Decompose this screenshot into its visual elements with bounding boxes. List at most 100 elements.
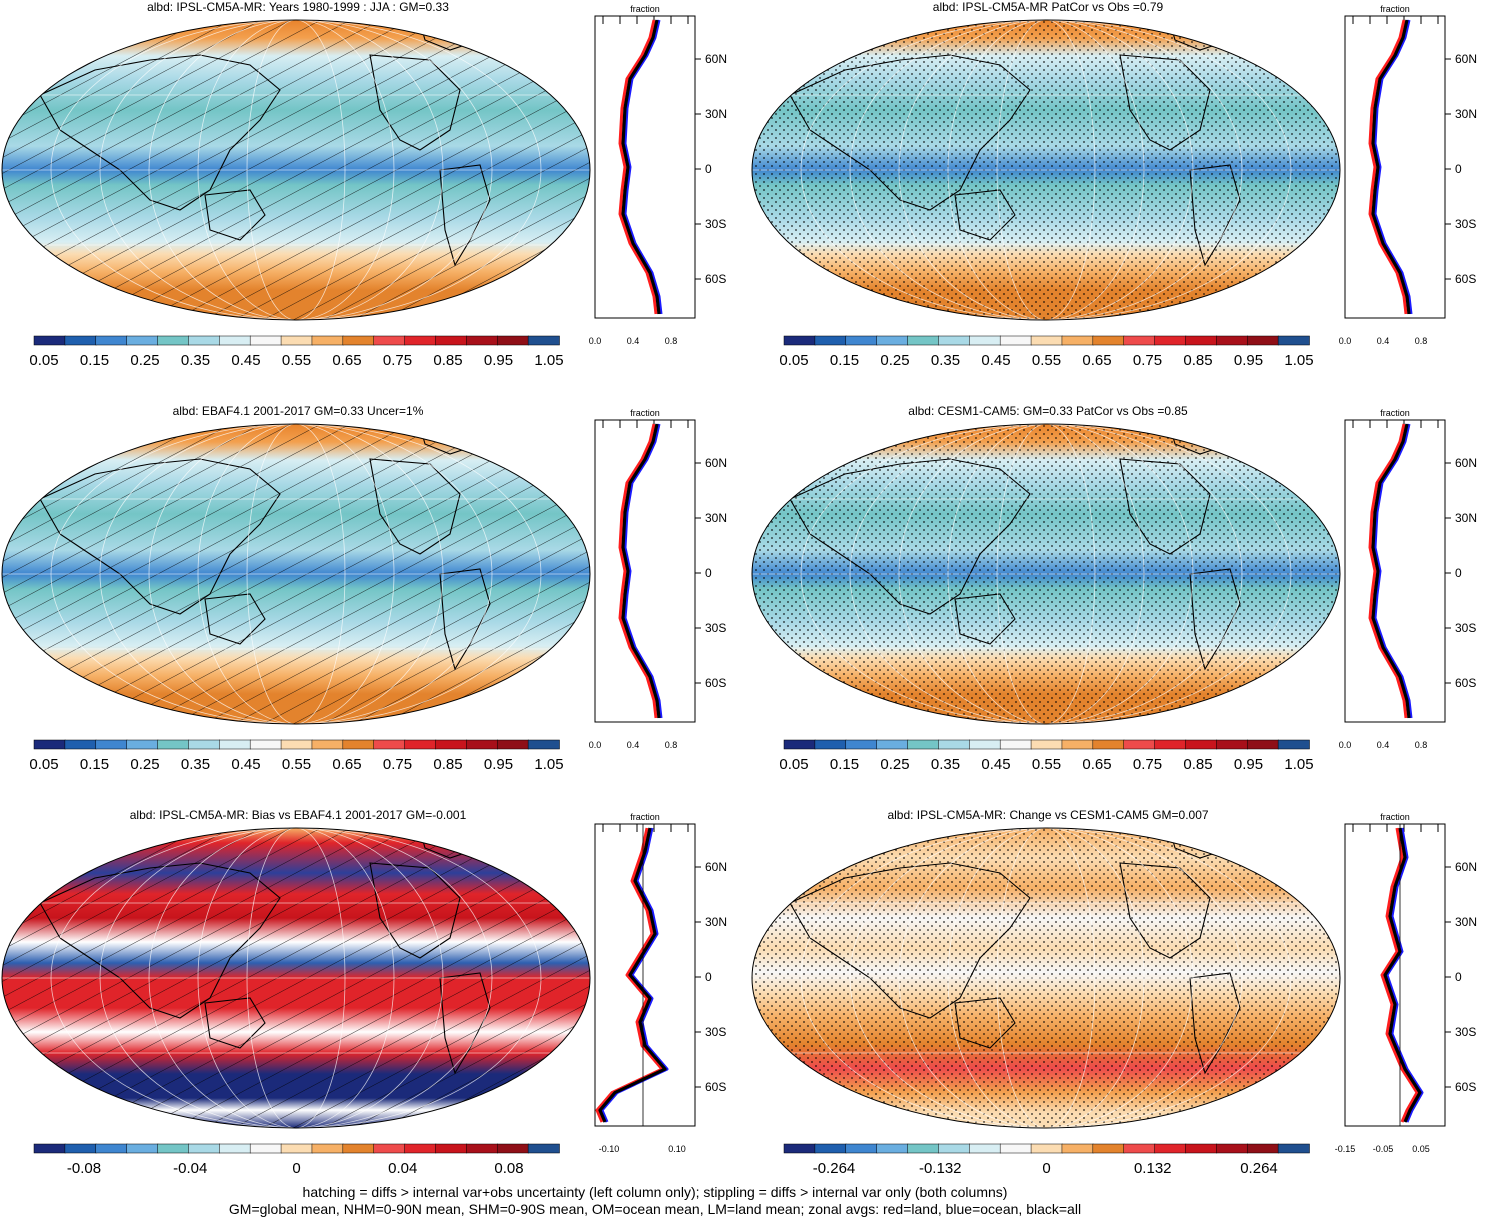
colorbar-swatch (1154, 739, 1187, 750)
colorbar-tick-label: 0.05 (779, 756, 808, 773)
footer-line-means: GM=global mean, NHM=0-90N mean, SHM=0-90… (228, 1201, 1082, 1217)
colorbar-swatch (466, 335, 498, 346)
panel-ipsl-change: albd: IPSL-CM5A-MR: Change vs CESM1-CAM5… (750, 808, 1485, 1212)
latitude-tick-label: 30N (1455, 915, 1477, 929)
zonal-mean-plot: fraction 60N 30N 0 30S 60S -0.10 0.10 (594, 812, 727, 1154)
latitude-tick-label: 60N (705, 52, 727, 66)
colorbar-tick-label: 0.25 (880, 756, 909, 773)
map-field (2, 424, 590, 724)
colorbar-swatch (188, 1143, 221, 1154)
colorbar-swatch (876, 1143, 909, 1154)
colorbar-tick-label: 0 (1042, 1160, 1050, 1177)
colorbar-swatch (527, 739, 560, 750)
colorbar-tick-label: 0.25 (130, 352, 159, 369)
colorbar-swatch (496, 335, 529, 346)
latitude-tick-label: 30N (705, 915, 727, 929)
map-field (752, 828, 1340, 1128)
latitude-tick-label: 30N (705, 511, 727, 525)
colorbar-swatch (1246, 739, 1279, 750)
latitude-tick-label: 0 (1455, 162, 1462, 176)
colorbar-swatch (907, 1143, 940, 1154)
map-field (2, 828, 590, 1128)
colorbar-swatch (95, 739, 128, 750)
colorbar-tick-label: 0.45 (981, 756, 1010, 773)
colorbar-tick-label: 0.25 (880, 352, 909, 369)
colorbar-tick-label: 0.75 (383, 352, 412, 369)
colorbar-swatch (1030, 335, 1063, 346)
map-field (752, 424, 1340, 724)
latitude-tick-label: 0 (705, 970, 712, 984)
latitude-tick-label: 30S (705, 217, 726, 231)
colorbar-tick-label: 0.45 (231, 352, 260, 369)
colorbar-swatch (280, 335, 313, 346)
latitude-tick-label: 60S (1455, 676, 1476, 690)
latitude-tick-label: 30N (705, 107, 727, 121)
colorbar-swatch (1185, 1143, 1218, 1154)
panel-svg: -0.08 -0.04 0 0.04 0.08 fraction 60N 30N 0 30S 60S… (1, 812, 727, 1177)
colorbar-swatch (814, 335, 847, 346)
panel-svg: -0.264 -0.132 0 0.132 0.264 fraction 60N 30N 0 30… (751, 812, 1477, 1177)
panel-title: albd: IPSL-CM5A-MR: Change vs CESM1-CAM5… (887, 808, 1209, 822)
colorbar: 0.05 0.15 0.25 0.35 0.45 0.55 0.65 0.75 0.85 0.95… (779, 739, 1314, 773)
zonal-plot-title: fraction (630, 408, 660, 418)
colorbar-tick-label: 0.25 (130, 756, 159, 773)
colorbar-tick-label: 0.55 (282, 352, 311, 369)
zonal-plot-title: fraction (630, 812, 660, 822)
colorbar-swatch (466, 739, 498, 750)
zonal-plot-title: fraction (1380, 812, 1410, 822)
latitude-tick-label: 0 (1455, 970, 1462, 984)
latitude-tick-label: 60N (1455, 52, 1477, 66)
colorbar-swatch (814, 1143, 847, 1154)
zonal-plot-title: fraction (630, 4, 660, 14)
map-outline (751, 423, 1341, 725)
colorbar-swatch (1216, 335, 1248, 346)
colorbar-swatch (496, 739, 529, 750)
colorbar-swatch (845, 739, 878, 750)
colorbar-swatch (33, 739, 66, 750)
colorbar-tick-label: 0.05 (29, 756, 58, 773)
colorbar-tick-label: 0.45 (981, 352, 1010, 369)
zonal-mean-plot: fraction 60N 30N 0 30S 60S 0.0 0.4 0.8 (1339, 408, 1477, 750)
colorbar-swatch (845, 1143, 878, 1154)
colorbar-swatch (814, 739, 847, 750)
colorbar-swatch (342, 1143, 375, 1154)
colorbar: -0.08 -0.04 0 0.04 0.08 (33, 1143, 560, 1177)
colorbar-swatch (1185, 335, 1218, 346)
colorbar-swatch (1277, 739, 1310, 750)
colorbar-swatch (876, 335, 909, 346)
colorbar-swatch (311, 335, 344, 346)
latitude-tick-label: 30S (1455, 621, 1476, 635)
panel-title: albd: IPSL-CM5A-MR PatCor vs Obs =0.79 (932, 0, 1164, 14)
panel-title: albd: CESM1-CAM5: GM=0.33 PatCor vs Obs … (908, 404, 1188, 418)
colorbar-tick-label: 0.45 (231, 756, 260, 773)
zonal-land-line (618, 19, 658, 315)
zonal-all-line (1371, 19, 1411, 315)
zonal-land-line (1368, 19, 1408, 315)
colorbar-tick-label: 0.75 (1133, 756, 1162, 773)
zonal-ocean-line (623, 19, 663, 315)
colorbar-swatch (1030, 739, 1063, 750)
colorbar-swatch (969, 739, 1001, 750)
zonal-x-tick-label: 0.4 (1377, 336, 1390, 346)
zonal-x-tick-label: 0.4 (1377, 740, 1390, 750)
colorbar-swatch (157, 739, 190, 750)
zonal-plot-title: fraction (1380, 408, 1410, 418)
colorbar-swatch (373, 335, 406, 346)
colorbar-swatch (1154, 335, 1187, 346)
map-outline (1, 827, 591, 1129)
panel-ebaf-obs: albd: EBAF4.1 2001-2017 GM=0.33 Uncer=1%… (0, 404, 742, 808)
colorbar-swatch (249, 1143, 282, 1154)
zonal-x-tick-label: 0.4 (627, 336, 640, 346)
zonal-plot-frame (1344, 823, 1446, 1127)
colorbar-tick-label: 0.04 (388, 1160, 417, 1177)
colorbar-swatch (157, 1143, 190, 1154)
colorbar-swatch (1092, 739, 1125, 750)
latitude-tick-label: 60S (705, 272, 726, 286)
colorbar-tick-label: 0.35 (931, 352, 960, 369)
latitude-tick-label: 30S (1455, 1025, 1476, 1039)
colorbar-swatch (33, 335, 66, 346)
colorbar-tick-label: 0.264 (1240, 1160, 1278, 1177)
colorbar-swatch (907, 335, 940, 346)
colorbar-swatch (64, 335, 97, 346)
zonal-x-tick-label: 0.8 (1415, 336, 1428, 346)
